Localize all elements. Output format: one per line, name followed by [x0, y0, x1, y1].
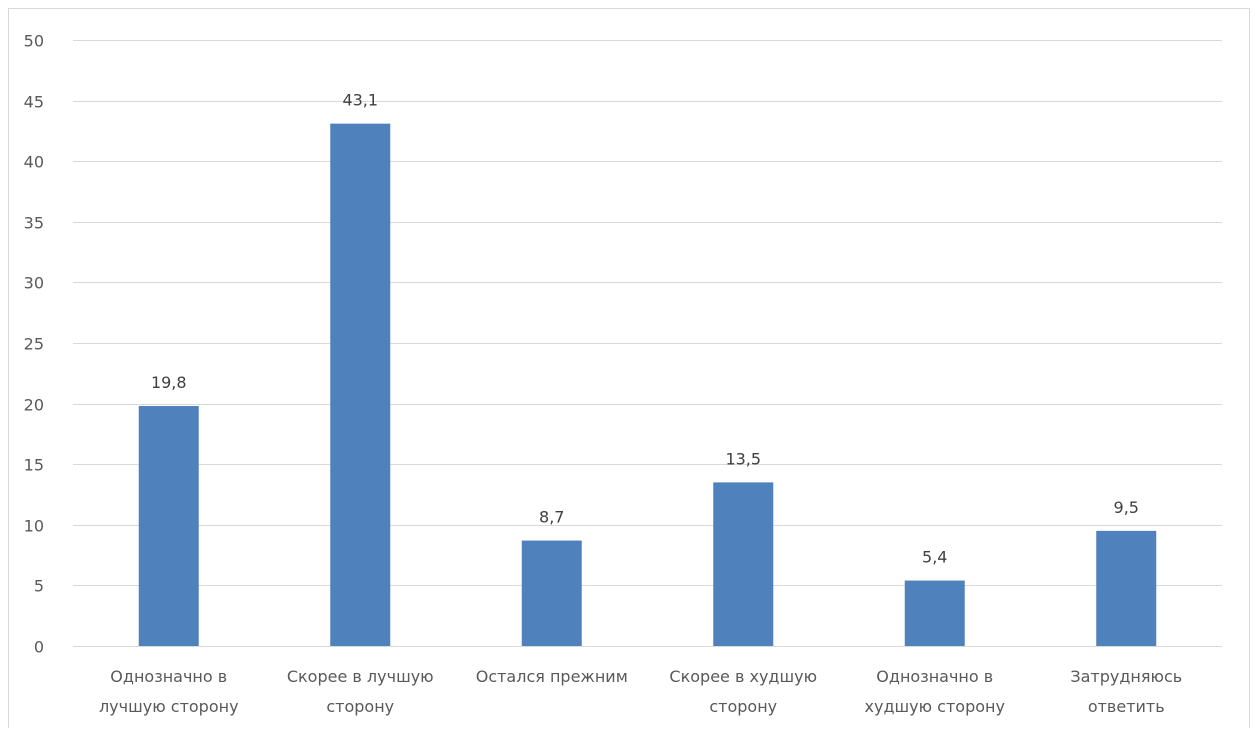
y-tick-label: 45	[24, 93, 44, 112]
category-label: Скорее в лучшую	[287, 667, 434, 686]
y-tick-label: 35	[24, 214, 44, 233]
bar	[713, 482, 774, 646]
y-axis-ticks: 0 5 10 15 20 25 30 35 40 45 50	[24, 32, 44, 657]
category-label: сторону	[709, 697, 777, 716]
data-label: 5,4	[922, 548, 947, 567]
bar	[138, 406, 199, 646]
data-labels: 19,8 43,1 8,7 13,5 5,4 9,5	[151, 91, 1139, 567]
data-label: 13,5	[725, 449, 761, 468]
bar	[521, 540, 582, 646]
category-label: Остался прежним	[476, 667, 628, 686]
bar	[1096, 530, 1157, 646]
y-tick-label: 15	[24, 456, 44, 475]
category-labels: Однозначно в лучшую сторону Скорее в лучшу…	[99, 667, 1182, 716]
category-label: Однозначно в	[876, 667, 993, 686]
bar	[330, 123, 391, 647]
y-tick-label: 5	[34, 577, 44, 596]
category-label: Однозначно в	[110, 667, 227, 686]
data-label: 43,1	[342, 91, 378, 110]
category-label: сторону	[326, 697, 394, 716]
y-tick-label: 20	[24, 396, 44, 415]
data-label: 9,5	[1114, 498, 1139, 517]
y-tick-label: 40	[24, 153, 44, 172]
category-label: Затрудняюсь	[1070, 667, 1182, 686]
y-tick-label: 10	[24, 517, 44, 536]
y-tick-label: 25	[24, 335, 44, 354]
category-label: Скорее в худшую	[669, 667, 817, 686]
data-label: 8,7	[539, 508, 564, 527]
gridlines	[73, 40, 1222, 586]
y-tick-label: 30	[24, 274, 44, 293]
chart-frame	[8, 8, 1250, 728]
category-label: худшую сторону	[865, 697, 1005, 716]
category-label: лучшую сторону	[99, 697, 239, 716]
y-tick-label: 0	[34, 638, 44, 657]
bars	[138, 123, 1157, 647]
category-label: ответить	[1088, 697, 1165, 716]
data-label: 19,8	[151, 373, 187, 392]
bar	[904, 580, 965, 646]
y-tick-label: 50	[24, 32, 44, 51]
